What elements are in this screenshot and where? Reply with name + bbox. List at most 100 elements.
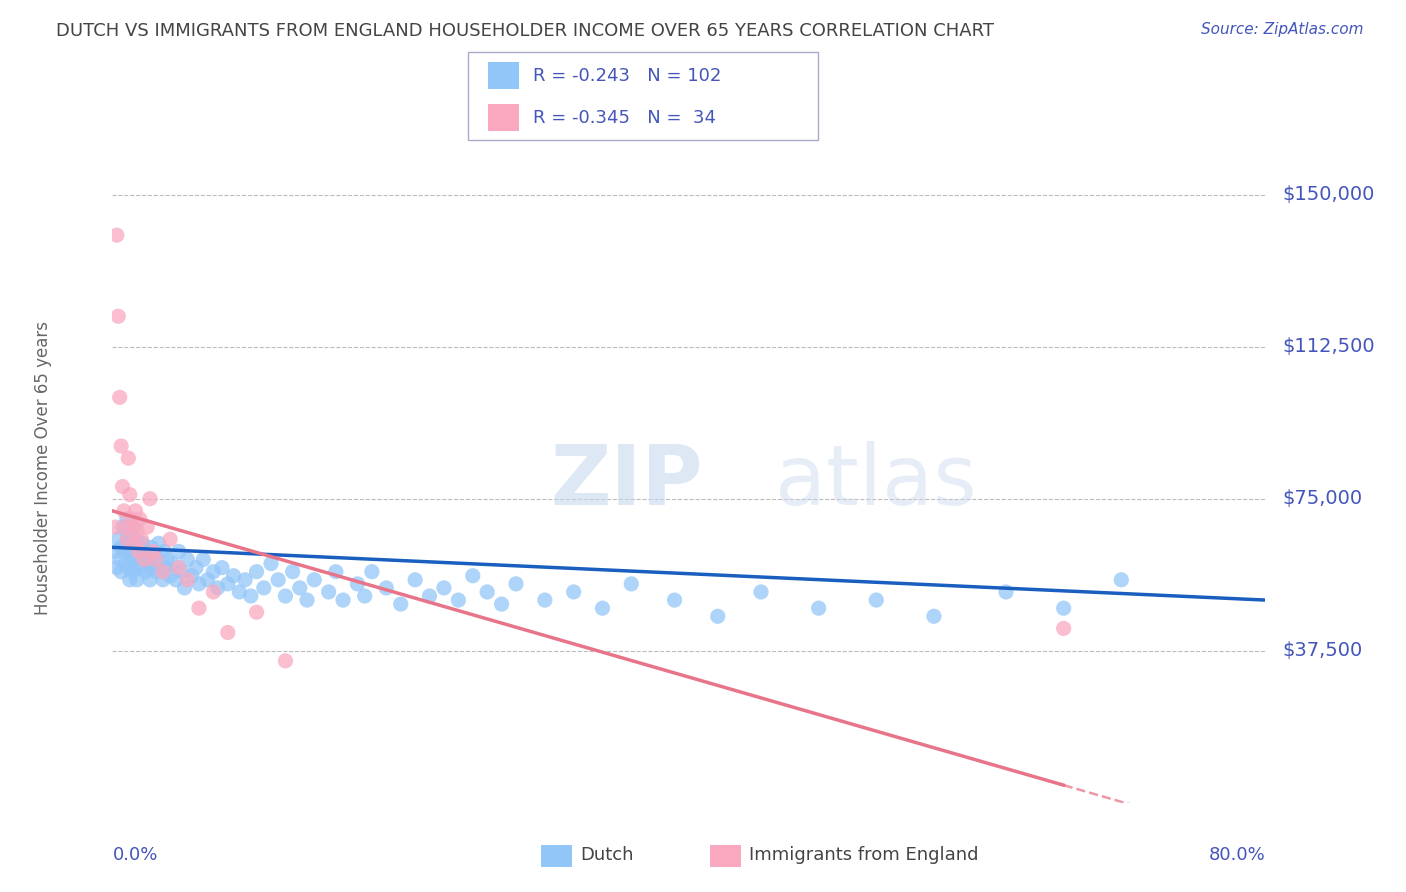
Point	[562, 585, 585, 599]
Point	[120, 533, 142, 547]
Point	[107, 310, 129, 324]
Point	[1052, 601, 1074, 615]
Point	[995, 585, 1018, 599]
Point	[188, 601, 211, 615]
Text: R = -0.243   N = 102: R = -0.243 N = 102	[533, 67, 721, 85]
Point	[176, 573, 198, 587]
Point	[245, 605, 267, 619]
Point	[110, 439, 132, 453]
Point	[135, 565, 157, 579]
Point	[620, 577, 643, 591]
Point	[104, 544, 127, 558]
Point	[375, 581, 398, 595]
Point	[117, 451, 139, 466]
Point	[155, 560, 177, 574]
Point	[922, 609, 945, 624]
Text: R = -0.345   N =  34: R = -0.345 N = 34	[533, 109, 716, 127]
Point	[105, 560, 128, 574]
Point	[129, 533, 153, 547]
Point	[159, 568, 181, 582]
Point	[533, 593, 555, 607]
Point	[117, 560, 139, 574]
Point	[136, 544, 159, 558]
Point	[124, 560, 146, 574]
Text: ZIP: ZIP	[551, 442, 703, 522]
Point	[142, 560, 165, 574]
Point	[156, 552, 179, 566]
Point	[211, 560, 233, 574]
Point	[128, 512, 150, 526]
Point	[325, 565, 347, 579]
Point	[112, 504, 135, 518]
Point	[162, 557, 184, 571]
Point	[111, 479, 134, 493]
Point	[360, 565, 382, 579]
Point	[146, 565, 169, 579]
Point	[148, 536, 170, 550]
Point	[107, 533, 129, 547]
Point	[505, 577, 527, 591]
Point	[167, 560, 190, 574]
Text: Immigrants from England: Immigrants from England	[749, 847, 979, 864]
Point	[153, 544, 176, 558]
Point	[461, 568, 484, 582]
Point	[167, 544, 190, 558]
Point	[217, 577, 239, 591]
Point	[105, 228, 128, 243]
Point	[281, 565, 304, 579]
Point	[145, 549, 167, 563]
Text: $150,000: $150,000	[1282, 186, 1375, 204]
Point	[104, 520, 127, 534]
Point	[274, 654, 297, 668]
Point	[491, 597, 513, 611]
Point	[706, 609, 728, 624]
Point	[114, 557, 136, 571]
Point	[152, 565, 174, 579]
Point	[134, 552, 156, 566]
Point	[180, 568, 202, 582]
Point	[1052, 622, 1074, 636]
Point	[222, 568, 245, 582]
Point	[447, 593, 470, 607]
Point	[110, 541, 132, 555]
Point	[141, 541, 163, 555]
Point	[253, 581, 276, 595]
Point	[170, 565, 193, 579]
Point	[124, 504, 146, 518]
Point	[197, 573, 219, 587]
Point	[419, 589, 441, 603]
Point	[110, 565, 132, 579]
Text: Source: ZipAtlas.com: Source: ZipAtlas.com	[1201, 22, 1364, 37]
Text: $75,000: $75,000	[1282, 489, 1362, 508]
Point	[139, 573, 162, 587]
Text: Dutch: Dutch	[581, 847, 634, 864]
Point	[173, 581, 195, 595]
Point	[202, 565, 225, 579]
Text: 0.0%: 0.0%	[112, 847, 157, 864]
Point	[121, 541, 143, 555]
Point	[125, 573, 148, 587]
Point	[142, 544, 165, 558]
Point	[118, 488, 141, 502]
Point	[332, 593, 354, 607]
Point	[433, 581, 456, 595]
Text: atlas: atlas	[776, 442, 977, 522]
Point	[353, 589, 375, 603]
Point	[346, 577, 368, 591]
Point	[165, 573, 187, 587]
Point	[193, 552, 215, 566]
Point	[188, 577, 211, 591]
Point	[112, 544, 135, 558]
Text: DUTCH VS IMMIGRANTS FROM ENGLAND HOUSEHOLDER INCOME OVER 65 YEARS CORRELATION CH: DUTCH VS IMMIGRANTS FROM ENGLAND HOUSEHO…	[56, 22, 994, 40]
Point	[749, 585, 772, 599]
Point	[136, 520, 159, 534]
Point	[304, 573, 326, 587]
Point	[122, 544, 145, 558]
Point	[129, 560, 153, 574]
Point	[120, 512, 142, 526]
Point	[152, 573, 174, 587]
Point	[149, 557, 172, 571]
Point	[159, 533, 181, 547]
Point	[475, 585, 498, 599]
Point	[128, 549, 150, 563]
